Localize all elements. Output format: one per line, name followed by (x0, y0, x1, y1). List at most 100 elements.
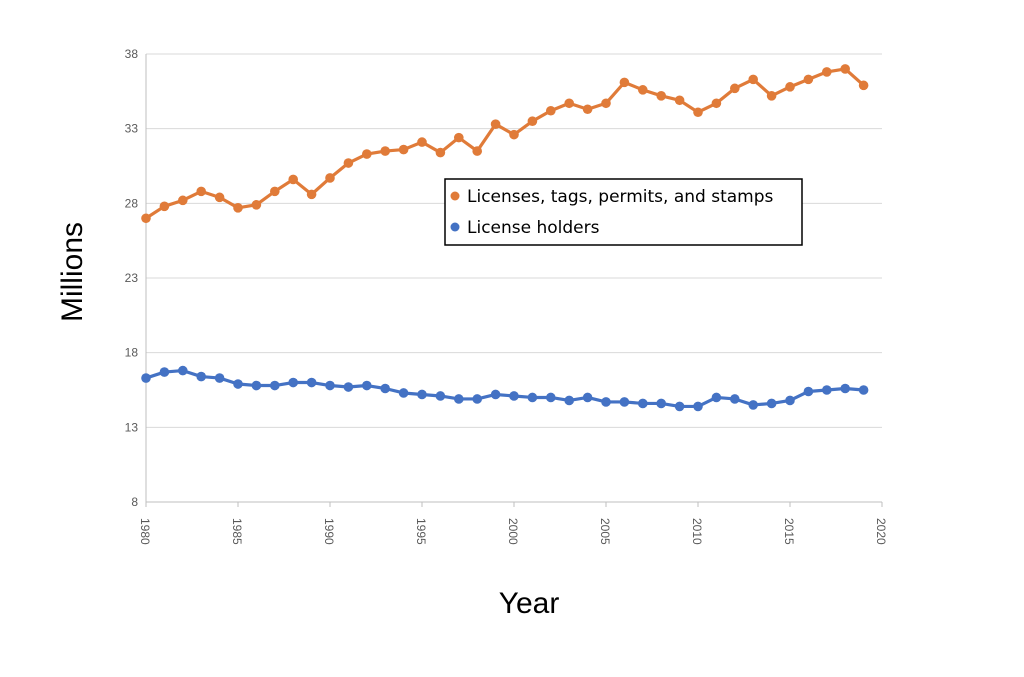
legend-label: License holders (467, 218, 600, 238)
y-tick-label: 28 (125, 196, 139, 210)
data-point-series-0 (840, 64, 850, 74)
data-point-series-1 (822, 385, 832, 395)
data-point-series-0 (288, 174, 299, 185)
data-point-series-1 (178, 365, 188, 376)
data-point-series-1 (417, 389, 427, 400)
data-point-series-0 (270, 186, 280, 197)
data-point-series-1 (840, 383, 850, 394)
data-point-series-0 (196, 186, 206, 197)
data-point-series-1 (233, 379, 243, 389)
data-point-series-0 (509, 129, 519, 140)
data-point-series-1 (196, 371, 206, 382)
data-point-series-1 (766, 398, 777, 409)
x-tick-label: 1990 (322, 518, 336, 545)
data-point-series-1 (527, 392, 538, 403)
data-point-series-1 (380, 383, 391, 394)
data-point-series-0 (490, 119, 501, 129)
data-point-series-0 (656, 91, 666, 101)
x-tick-label: 2005 (598, 518, 612, 545)
legend-marker (450, 222, 460, 232)
data-point-series-0 (619, 77, 630, 88)
data-point-series-0 (398, 144, 409, 155)
x-tick-label: 2000 (506, 518, 520, 545)
data-point-series-0 (638, 85, 648, 95)
data-point-series-0 (178, 195, 188, 206)
data-point-series-0 (472, 146, 483, 156)
data-point-series-1 (454, 394, 464, 404)
data-point-series-0 (362, 149, 372, 159)
x-tick-label: 1985 (230, 518, 244, 545)
data-point-series-0 (693, 107, 703, 118)
data-point-series-1 (582, 392, 593, 403)
data-point-series-0 (159, 201, 170, 212)
data-point-series-0 (564, 98, 574, 109)
data-point-series-1 (858, 385, 869, 395)
data-point-series-1 (546, 392, 556, 403)
data-point-series-0 (214, 192, 225, 203)
data-point-series-1 (564, 395, 574, 406)
data-point-series-1 (214, 373, 225, 383)
data-point-series-1 (711, 392, 722, 403)
series-layer (141, 64, 869, 412)
data-point-series-0 (674, 95, 685, 106)
data-point-series-1 (674, 401, 685, 412)
data-point-series-1 (656, 398, 666, 409)
data-point-series-1 (288, 377, 299, 388)
data-point-series-1 (362, 380, 372, 391)
data-point-series-0 (822, 67, 832, 77)
x-tick-label: 1995 (414, 518, 428, 545)
data-point-series-1 (693, 401, 703, 412)
legend-marker (450, 191, 460, 201)
y-tick-label: 33 (125, 122, 139, 136)
data-point-series-1 (398, 388, 409, 398)
data-point-series-1 (435, 391, 446, 401)
data-point-series-0 (527, 116, 538, 126)
series-line-0 (145, 67, 865, 220)
data-point-series-0 (435, 147, 446, 158)
data-point-series-1 (306, 377, 317, 388)
data-point-series-1 (472, 394, 483, 404)
x-tick-label: 2010 (690, 518, 704, 545)
data-point-series-1 (251, 380, 262, 391)
data-point-series-0 (601, 98, 611, 109)
data-point-series-0 (306, 189, 317, 200)
data-point-series-1 (730, 394, 740, 404)
legend: Licenses, tags, permits, and stamps Licen… (444, 178, 803, 246)
y-tick-label: 18 (125, 346, 139, 360)
data-point-series-0 (233, 203, 243, 213)
data-point-series-0 (343, 158, 354, 168)
data-point-series-0 (766, 91, 777, 101)
data-point-series-1 (141, 373, 151, 383)
y-tick-label: 8 (131, 495, 138, 509)
series-line-1 (145, 368, 864, 409)
data-point-series-0 (546, 105, 556, 116)
data-point-series-1 (490, 389, 501, 400)
y-tick-label: 38 (125, 47, 139, 61)
data-point-series-1 (601, 397, 611, 407)
data-point-series-0 (858, 80, 869, 91)
data-point-series-0 (748, 74, 758, 85)
x-tick-label: 2015 (782, 518, 796, 545)
legend-box (444, 178, 803, 246)
data-point-series-0 (785, 82, 795, 92)
data-point-series-1 (785, 395, 795, 406)
data-point-series-0 (454, 132, 464, 143)
data-point-series-0 (251, 200, 262, 210)
data-point-series-1 (803, 386, 814, 397)
axes: 8 13 18 23 28 33 38 1980 1985 1990 1995 2000 2005 201… (125, 47, 888, 545)
y-tick-label: 13 (125, 420, 139, 434)
data-point-series-0 (380, 146, 391, 156)
data-point-series-0 (803, 74, 814, 85)
data-point-series-0 (417, 137, 427, 147)
x-tick-label: 1980 (138, 518, 152, 545)
data-point-series-1 (638, 398, 648, 409)
data-point-series-1 (748, 400, 758, 410)
data-point-series-0 (141, 213, 151, 224)
data-point-series-0 (730, 83, 740, 94)
data-point-series-0 (582, 104, 593, 115)
data-point-series-1 (619, 397, 630, 407)
data-point-series-1 (509, 391, 519, 401)
data-point-series-1 (270, 380, 280, 391)
